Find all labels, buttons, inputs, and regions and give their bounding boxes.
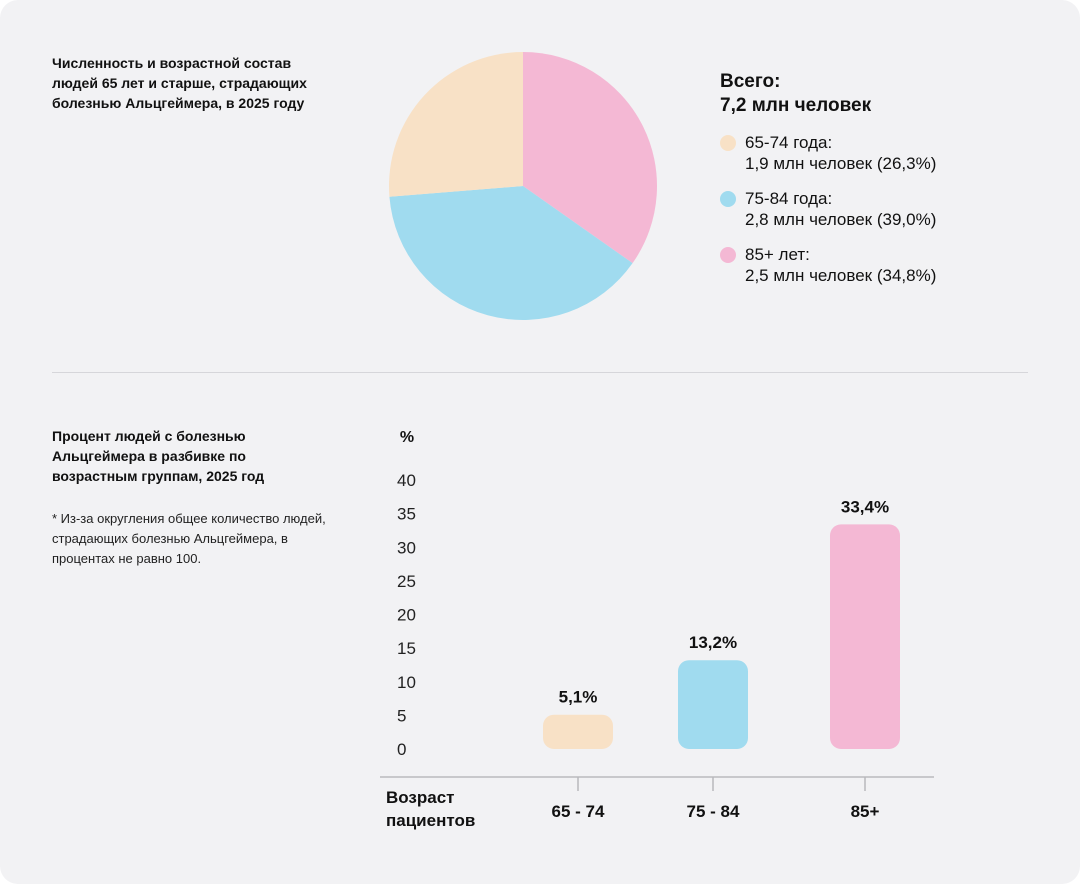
section-divider — [52, 372, 1028, 373]
bar-value-label-75-84: 13,2% — [689, 633, 737, 652]
legend-item-85-plus: 85+ лет: 2,5 млн человек (34,8%) — [720, 244, 936, 286]
y-tick-label: 20 — [397, 606, 416, 625]
bar-75-84 — [678, 660, 748, 749]
y-tick-label: 35 — [397, 505, 416, 524]
x-axis-title: Возраст пациентов — [386, 788, 475, 830]
pie-legend: Всего: 7,2 млн человек 65-74 года: 1,9 м… — [720, 70, 936, 286]
legend-item-65-74: 65-74 года: 1,9 млн человек (26,3%) — [720, 132, 936, 174]
y-tick-label: 40 — [397, 471, 416, 490]
y-tick-label: 25 — [397, 572, 416, 591]
bar-value-label-65-74: 5,1% — [559, 688, 598, 707]
total-label: Всего: — [720, 71, 781, 92]
legend-detail-85-plus: 2,5 млн человек (34,8%) — [745, 266, 937, 285]
y-tick-label: 30 — [397, 538, 416, 557]
legend-detail-65-74: 1,9 млн человек (26,3%) — [745, 154, 937, 173]
y-axis-unit-label: % — [400, 429, 414, 446]
legend-dot-75-84 — [720, 191, 736, 207]
bar-chart-title: Процент людей с болезнью Альцгеймера в р… — [52, 428, 265, 484]
legend-name-75-84: 75-84 года: — [745, 189, 833, 208]
footnote: * Из-за округления общее количество люде… — [52, 511, 326, 566]
bar-value-label-85-plus: 33,4% — [841, 497, 889, 516]
total-value: 7,2 млн человек — [720, 95, 872, 116]
pie-slice-65-74 — [389, 52, 523, 197]
y-tick-label: 0 — [397, 740, 406, 759]
bar-65-74 — [543, 714, 613, 749]
legend-detail-75-84: 2,8 млн человек (39,0%) — [745, 210, 937, 229]
legend-name-85-plus: 85+ лет: — [745, 245, 810, 264]
pie-slice-75-84 — [389, 186, 633, 321]
x-tick-label-75-84: 75 - 84 — [687, 802, 740, 821]
pie-chart-title: Численность и возрастной состав людей 65… — [52, 55, 307, 111]
pie-slice-85-plus — [523, 52, 658, 264]
legend-name-65-74: 65-74 года: — [745, 133, 833, 152]
x-tick-label-65-74: 65 - 74 — [552, 802, 605, 821]
legend-dot-65-74 — [720, 135, 736, 151]
x-tick-label-85-plus: 85+ — [851, 802, 880, 821]
y-tick-label: 10 — [397, 673, 416, 692]
legend-item-75-84: 75-84 года: 2,8 млн человек (39,0%) — [720, 188, 936, 230]
y-tick-label: 5 — [397, 706, 406, 725]
legend-dot-85-plus — [720, 247, 736, 263]
bar-85-plus — [830, 524, 900, 749]
y-tick-label: 15 — [397, 639, 416, 658]
